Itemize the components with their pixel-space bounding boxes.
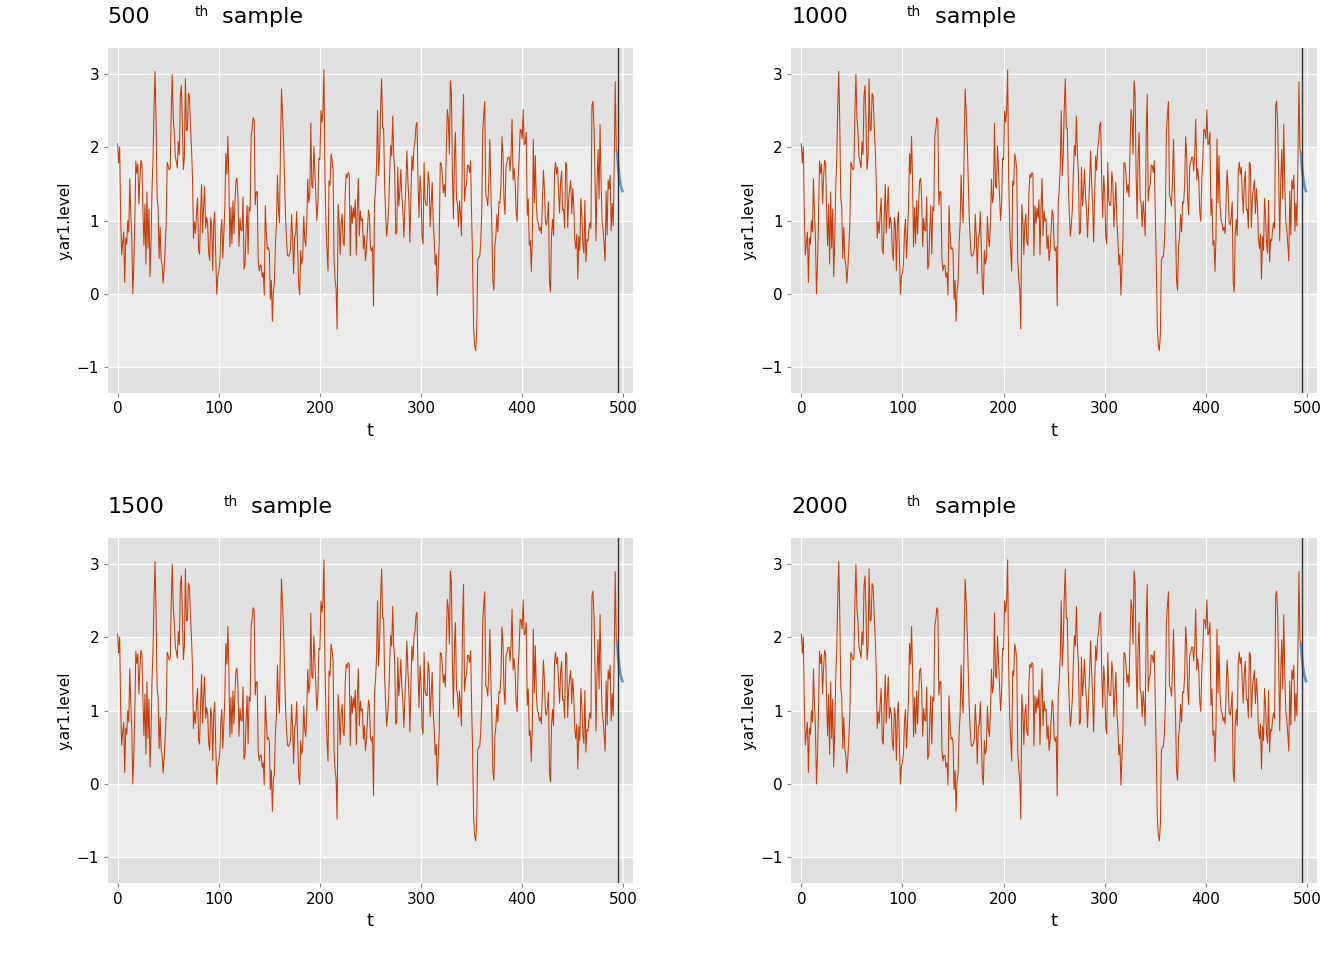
Text: sample: sample <box>245 497 332 517</box>
Bar <box>108 710 633 784</box>
Bar <box>108 857 633 883</box>
Text: sample: sample <box>927 8 1016 27</box>
Text: sample: sample <box>927 497 1016 517</box>
Bar <box>108 294 633 368</box>
Bar <box>108 368 633 394</box>
Bar <box>792 564 1317 637</box>
Bar <box>792 710 1317 784</box>
Text: sample: sample <box>215 8 304 27</box>
Y-axis label: y.ar1.level: y.ar1.level <box>58 181 73 260</box>
Bar <box>792 221 1317 294</box>
Text: th: th <box>907 494 921 509</box>
Bar <box>108 147 633 221</box>
Bar <box>108 74 633 147</box>
Bar <box>792 48 1317 74</box>
X-axis label: t: t <box>1051 422 1058 440</box>
Bar <box>108 48 633 74</box>
Text: th: th <box>195 5 208 18</box>
Bar <box>792 74 1317 147</box>
X-axis label: t: t <box>1051 912 1058 930</box>
Bar <box>792 857 1317 883</box>
Text: 1000: 1000 <box>792 8 848 27</box>
Text: 500: 500 <box>108 8 151 27</box>
Bar <box>792 784 1317 857</box>
Text: 1500: 1500 <box>108 497 164 517</box>
Text: th: th <box>907 5 921 18</box>
X-axis label: t: t <box>367 422 374 440</box>
Bar <box>108 784 633 857</box>
Text: th: th <box>223 494 238 509</box>
Bar <box>108 221 633 294</box>
Bar <box>792 538 1317 564</box>
Bar <box>108 538 633 564</box>
Bar <box>792 637 1317 710</box>
Y-axis label: y.ar1.level: y.ar1.level <box>742 181 757 260</box>
Bar <box>792 294 1317 368</box>
Y-axis label: y.ar1.level: y.ar1.level <box>58 671 73 750</box>
Bar <box>792 147 1317 221</box>
Bar <box>108 564 633 637</box>
X-axis label: t: t <box>367 912 374 930</box>
Text: 2000: 2000 <box>792 497 848 517</box>
Y-axis label: y.ar1.level: y.ar1.level <box>742 671 757 750</box>
Bar <box>108 637 633 710</box>
Bar <box>792 368 1317 394</box>
